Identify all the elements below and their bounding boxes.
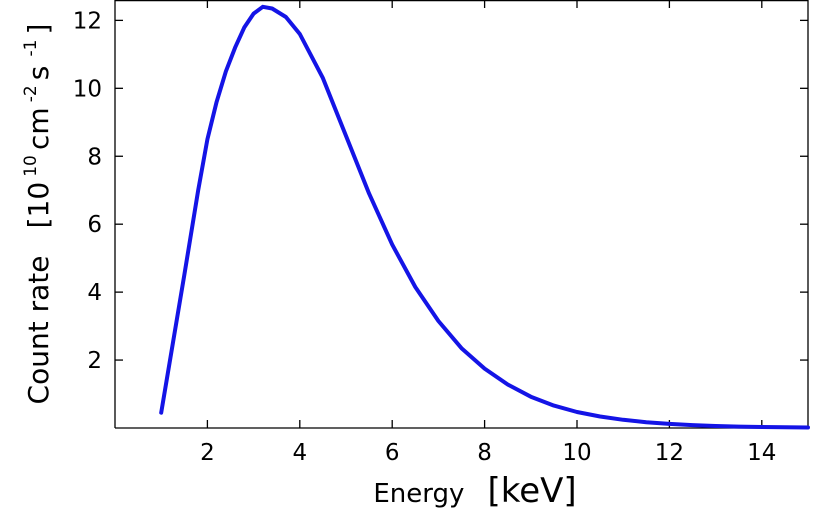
x-tick-label-1: 4 xyxy=(292,440,307,466)
x-axis-title-unit: [keV] xyxy=(487,471,576,511)
series-line-0 xyxy=(159,4,810,430)
x-tick-label-5: 12 xyxy=(655,440,684,466)
y-axis-title-unit-open: [10 xyxy=(22,182,55,229)
y-tick-label-1: 4 xyxy=(87,280,102,306)
y-axis-title-unit-s: s xyxy=(22,66,55,81)
x-tick-label-2: 6 xyxy=(385,440,400,466)
y-tick-label-3: 8 xyxy=(87,144,102,170)
y-tick-label-5: 12 xyxy=(73,8,102,34)
x-axis-title-main: Energy xyxy=(373,479,464,509)
series-layer xyxy=(159,4,810,430)
x-tick-label-0: 2 xyxy=(200,440,215,466)
x-tick-label-6: 14 xyxy=(747,440,776,466)
y-axis-title-unit-exp3: -1 xyxy=(21,40,41,57)
x-tick-label-3: 8 xyxy=(477,440,492,466)
y-axis-title-unit-exp1: 10 xyxy=(21,155,41,177)
y-axis-title-unit-close: ] xyxy=(22,24,55,35)
x-axis-title: Energy [keV] xyxy=(373,471,576,511)
ticks-layer: 2 4 6 8 10 12 14 2 4 6 8 10 12 xyxy=(73,0,808,466)
y-axis-title-main: Count rate xyxy=(22,256,55,405)
y-axis-title-unit-exp2: -2 xyxy=(21,85,41,102)
y-tick-label-0: 2 xyxy=(87,348,102,374)
y-axis-title: Count rate [10 10 cm -2 s -1 ] xyxy=(21,24,55,405)
y-axis-title-unit-cm: cm xyxy=(22,107,55,150)
x-tick-label-4: 10 xyxy=(562,440,591,466)
y-tick-label-2: 6 xyxy=(87,212,102,238)
y-tick-label-4: 10 xyxy=(73,76,102,102)
